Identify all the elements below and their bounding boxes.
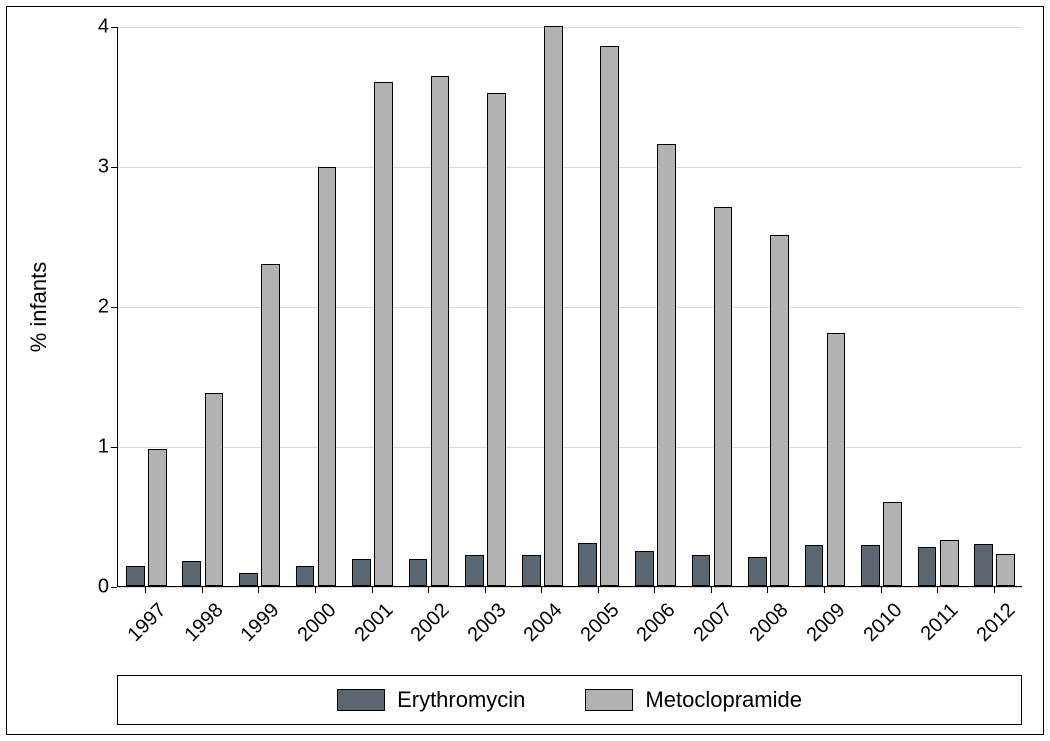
legend-label: Metoclopramide bbox=[645, 687, 802, 713]
gridline bbox=[118, 27, 1022, 28]
bar-erythromycin-2012 bbox=[974, 544, 993, 586]
x-tick-label: 2008 bbox=[738, 599, 794, 655]
bar-metoclopramide-2012 bbox=[996, 554, 1015, 586]
x-tick-label: 2011 bbox=[908, 599, 964, 655]
bar-metoclopramide-1999 bbox=[261, 264, 280, 586]
x-tick-label: 2003 bbox=[455, 599, 511, 655]
x-tick-label: 2002 bbox=[398, 599, 454, 655]
legend-swatch bbox=[585, 689, 633, 711]
y-tick-label: 4 bbox=[83, 16, 109, 39]
bar-erythromycin-2009 bbox=[805, 545, 824, 586]
x-tick-mark bbox=[994, 587, 995, 593]
x-tick-mark bbox=[881, 587, 882, 593]
bar-erythromycin-2005 bbox=[578, 543, 597, 586]
x-tick-label: 1998 bbox=[172, 599, 228, 655]
y-tick-label: 0 bbox=[83, 576, 109, 599]
bar-erythromycin-2000 bbox=[296, 566, 315, 586]
bar-metoclopramide-1998 bbox=[205, 393, 224, 586]
x-tick-mark bbox=[145, 587, 146, 593]
x-tick-label: 2009 bbox=[794, 599, 850, 655]
x-tick-label: 2007 bbox=[681, 599, 737, 655]
y-tick-mark bbox=[111, 587, 117, 588]
x-tick-mark bbox=[258, 587, 259, 593]
x-tick-mark bbox=[767, 587, 768, 593]
gridline bbox=[118, 587, 1022, 588]
y-tick-mark bbox=[111, 447, 117, 448]
bar-metoclopramide-2003 bbox=[487, 93, 506, 586]
bar-erythromycin-1998 bbox=[182, 561, 201, 586]
bar-metoclopramide-2005 bbox=[600, 46, 619, 586]
bar-metoclopramide-2002 bbox=[431, 76, 450, 586]
x-tick-mark bbox=[372, 587, 373, 593]
bar-metoclopramide-2000 bbox=[318, 167, 337, 586]
x-tick-mark bbox=[824, 587, 825, 593]
legend-item-erythromycin: Erythromycin bbox=[337, 687, 525, 713]
bar-erythromycin-2001 bbox=[352, 559, 371, 586]
bar-metoclopramide-2008 bbox=[770, 235, 789, 586]
bar-erythromycin-2003 bbox=[465, 555, 484, 586]
gridline bbox=[118, 307, 1022, 308]
y-tick-mark bbox=[111, 167, 117, 168]
bar-metoclopramide-2007 bbox=[714, 207, 733, 586]
y-axis-label: % infants bbox=[26, 262, 52, 353]
y-tick-label: 3 bbox=[83, 156, 109, 179]
x-tick-mark bbox=[598, 587, 599, 593]
x-tick-label: 2000 bbox=[285, 599, 341, 655]
bar-metoclopramide-2006 bbox=[657, 144, 676, 586]
bar-erythromycin-2010 bbox=[861, 545, 880, 586]
bar-metoclopramide-2010 bbox=[883, 502, 902, 586]
y-tick-mark bbox=[111, 27, 117, 28]
x-tick-mark bbox=[937, 587, 938, 593]
legend-item-metoclopramide: Metoclopramide bbox=[585, 687, 802, 713]
bar-erythromycin-1999 bbox=[239, 573, 258, 586]
x-tick-mark bbox=[711, 587, 712, 593]
bar-metoclopramide-2004 bbox=[544, 26, 563, 586]
x-tick-label: 2004 bbox=[512, 599, 568, 655]
legend: Erythromycin Metoclopramide bbox=[117, 675, 1022, 725]
x-tick-label: 1997 bbox=[116, 599, 172, 655]
bar-metoclopramide-2001 bbox=[374, 82, 393, 586]
x-tick-mark bbox=[541, 587, 542, 593]
gridline bbox=[118, 447, 1022, 448]
bar-metoclopramide-2011 bbox=[940, 540, 959, 586]
bar-erythromycin-1997 bbox=[126, 566, 145, 586]
x-tick-mark bbox=[485, 587, 486, 593]
x-tick-label: 2005 bbox=[568, 599, 624, 655]
bar-erythromycin-2006 bbox=[635, 551, 654, 586]
plot-area bbox=[117, 27, 1022, 587]
chart-frame: % infants Erythromycin Metoclopramide 0 1 2… bbox=[6, 6, 1044, 735]
x-tick-label: 2010 bbox=[851, 599, 907, 655]
x-tick-label: 2001 bbox=[342, 599, 398, 655]
bar-erythromycin-2004 bbox=[522, 555, 541, 586]
gridline bbox=[118, 167, 1022, 168]
bar-metoclopramide-1997 bbox=[148, 449, 167, 586]
bar-metoclopramide-2009 bbox=[827, 333, 846, 586]
legend-swatch bbox=[337, 689, 385, 711]
legend-label: Erythromycin bbox=[397, 687, 525, 713]
bar-erythromycin-2002 bbox=[409, 559, 428, 586]
bar-erythromycin-2007 bbox=[692, 555, 711, 586]
x-tick-mark bbox=[428, 587, 429, 593]
y-tick-label: 1 bbox=[83, 436, 109, 459]
x-tick-label: 2006 bbox=[625, 599, 681, 655]
bar-erythromycin-2008 bbox=[748, 557, 767, 586]
x-tick-mark bbox=[202, 587, 203, 593]
x-tick-mark bbox=[315, 587, 316, 593]
x-tick-mark bbox=[654, 587, 655, 593]
y-tick-mark bbox=[111, 307, 117, 308]
x-tick-label: 2012 bbox=[964, 599, 1020, 655]
y-tick-label: 2 bbox=[83, 296, 109, 319]
bar-erythromycin-2011 bbox=[918, 547, 937, 586]
x-tick-label: 1999 bbox=[229, 599, 285, 655]
